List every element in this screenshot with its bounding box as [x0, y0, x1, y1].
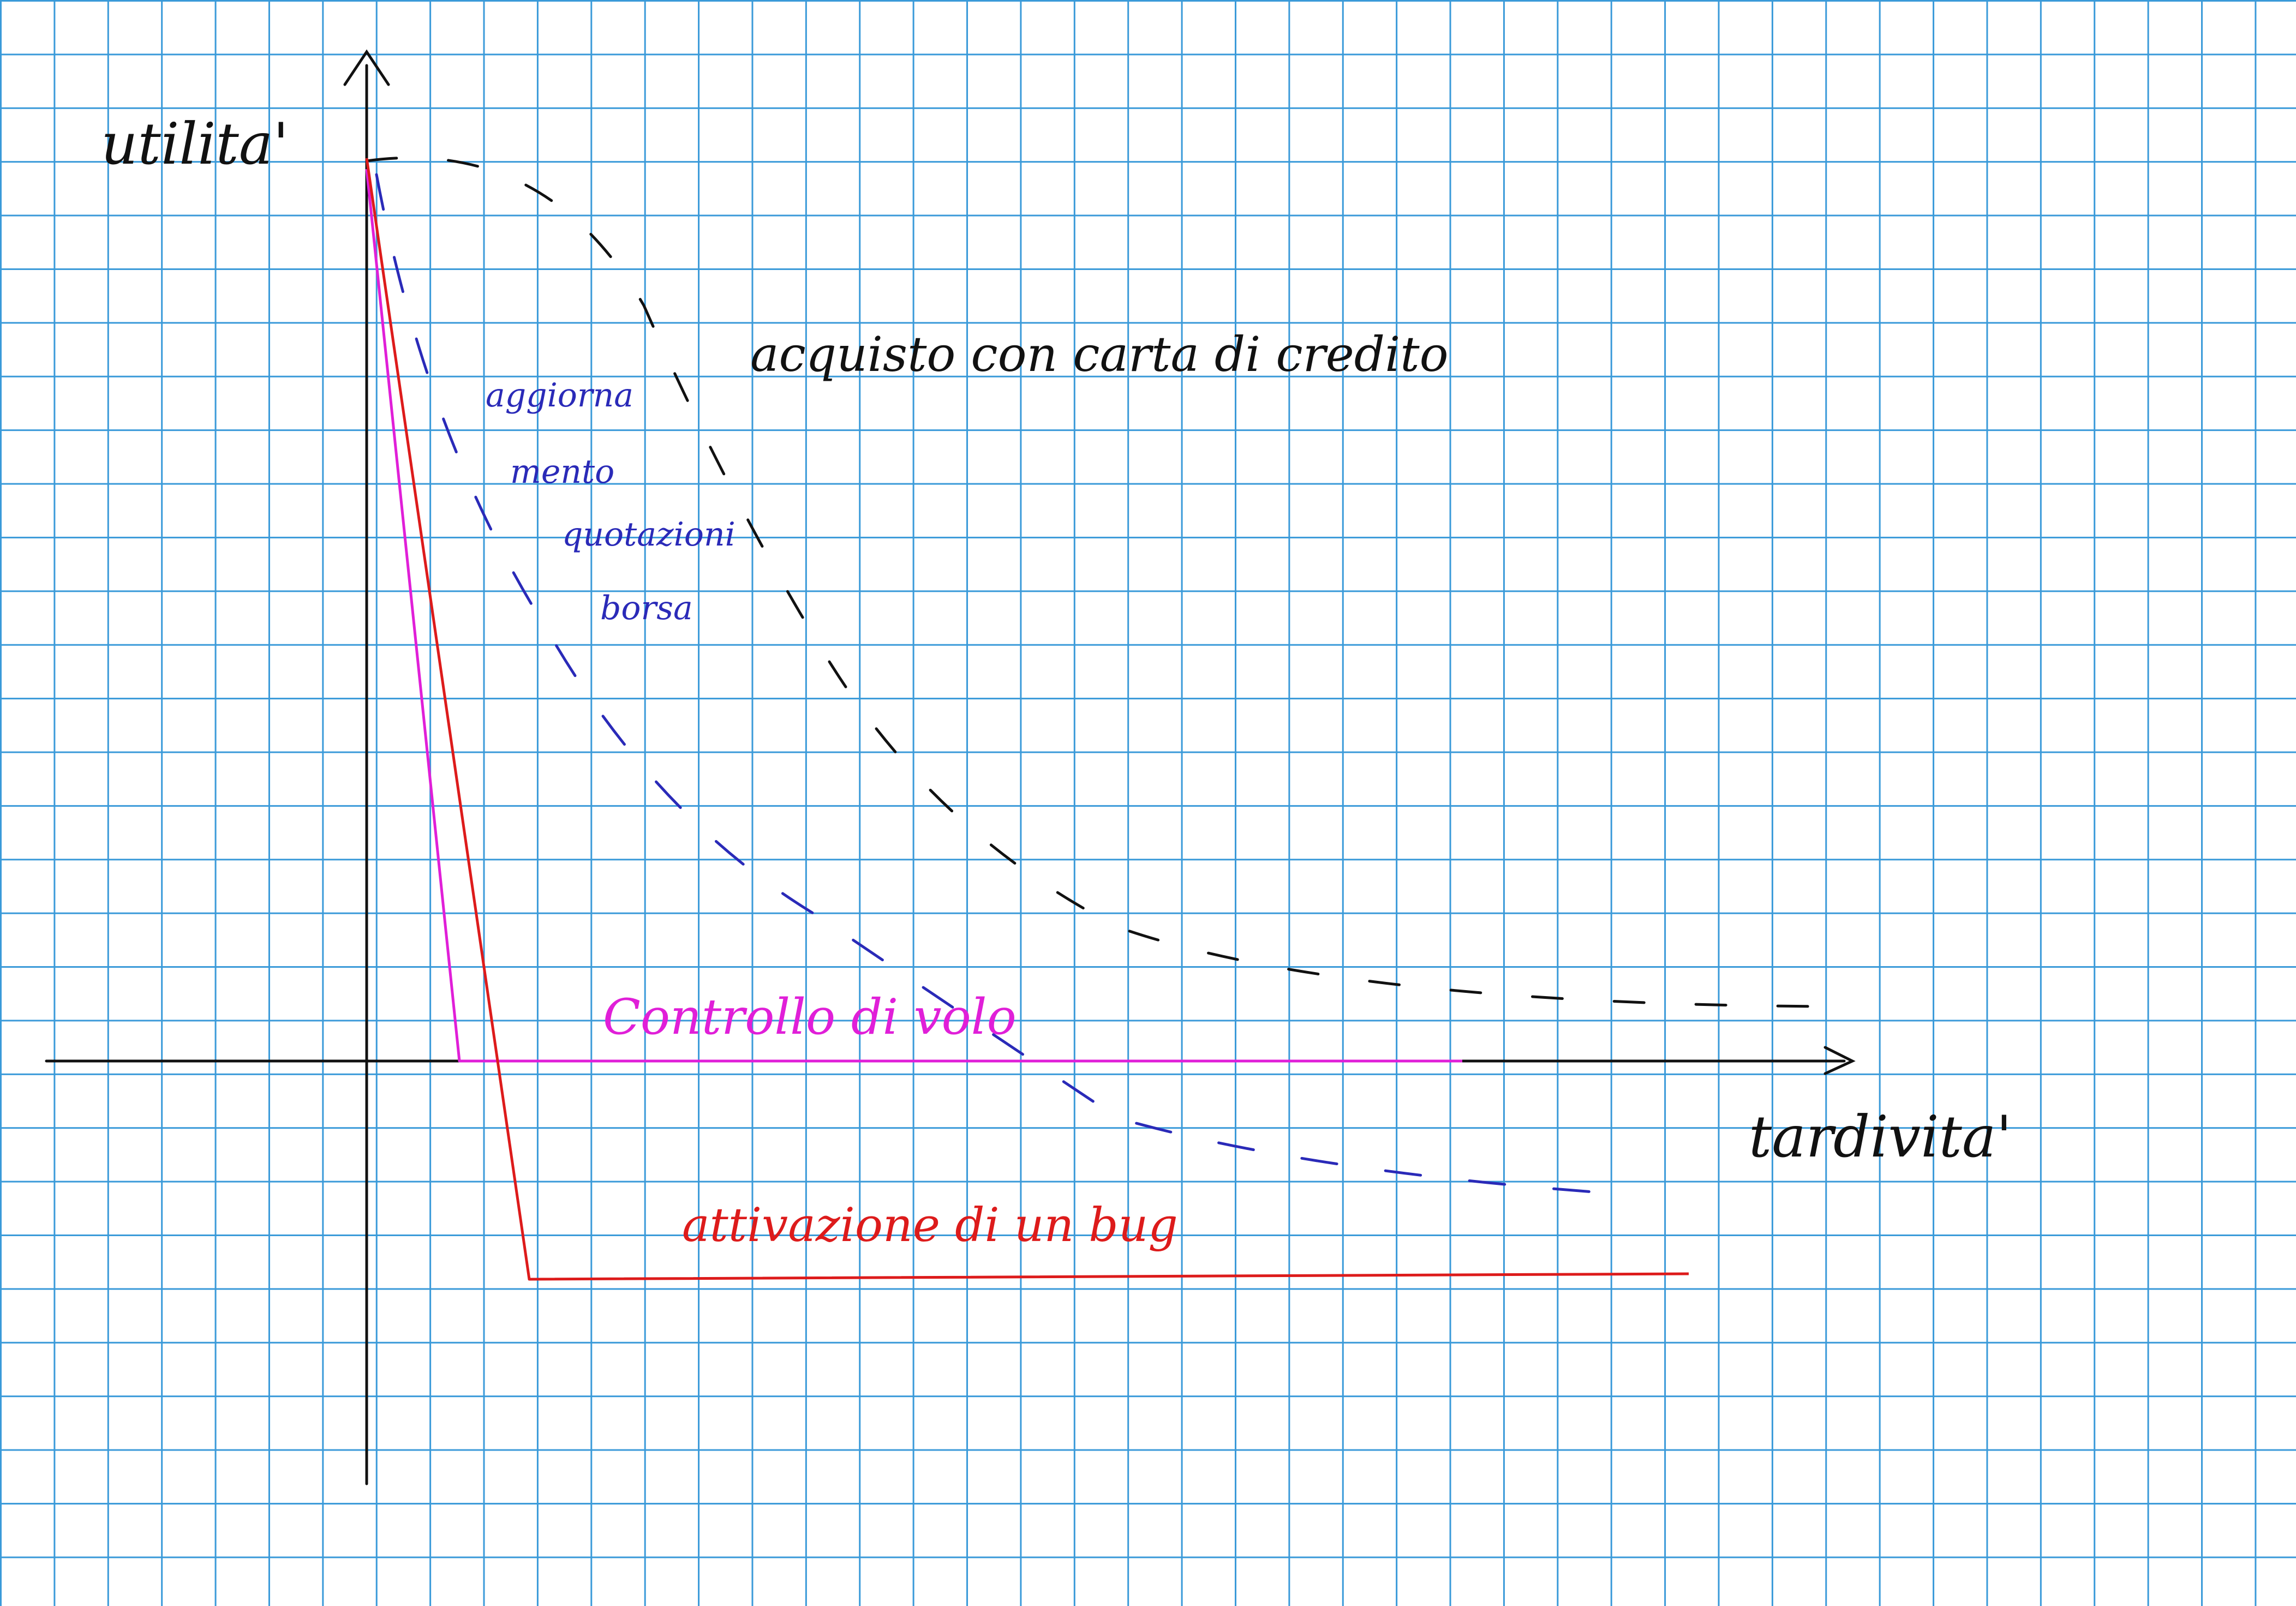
- label-controllo-volo: Controllo di volo: [603, 988, 1017, 1046]
- label-attivazione-bug: attivazione di un bug: [682, 1198, 1178, 1253]
- label-quotazioni-line-2: mento: [510, 453, 614, 491]
- label-quotazioni-borsa: aggiorna mento quotazioni borsa: [486, 376, 736, 627]
- y-axis-arrow-icon: [343, 49, 390, 86]
- curve-controllo-volo: [365, 169, 1462, 1063]
- curve-attivazione-bug: [365, 158, 1689, 1281]
- curve-acquisto-carta: [365, 156, 1827, 1008]
- label-quotazioni-line-4: borsa: [600, 589, 693, 627]
- label-acquisto-carta: acquisto con carta di credito: [750, 326, 1449, 382]
- axes: [45, 49, 1856, 1485]
- label-quotazioni-line-1: aggiorna: [486, 376, 633, 415]
- x-axis-arrow-icon: [1823, 1046, 1856, 1075]
- label-quotazioni-line-3: quotazioni: [562, 516, 736, 554]
- y-axis-label: utilita': [101, 111, 289, 177]
- x-axis-label: tardivita': [1749, 1104, 2012, 1170]
